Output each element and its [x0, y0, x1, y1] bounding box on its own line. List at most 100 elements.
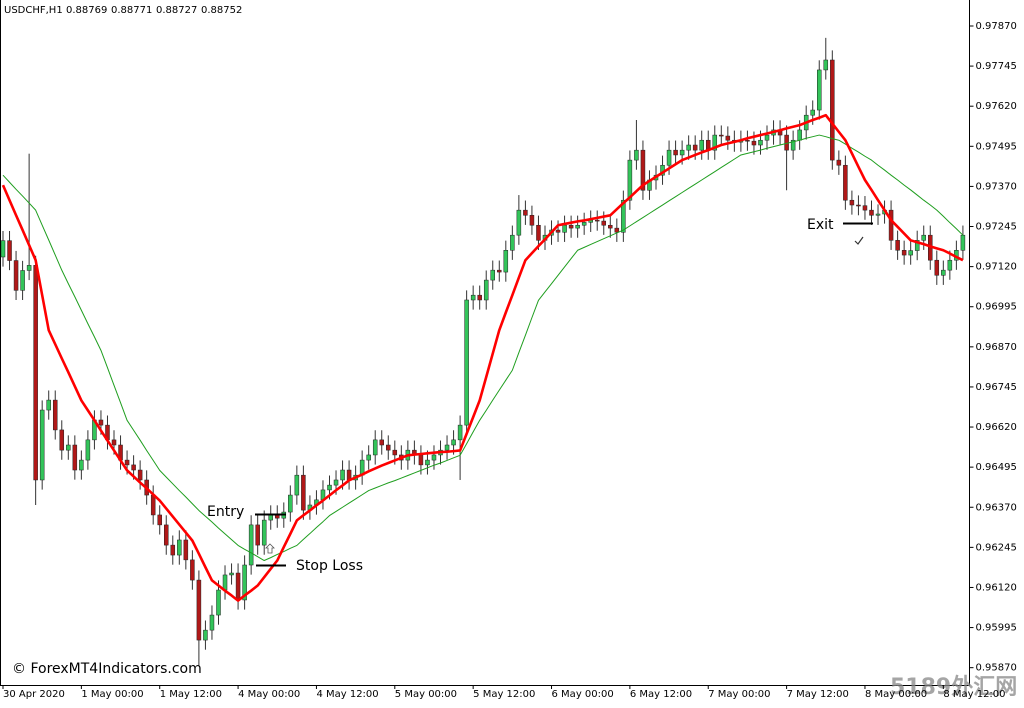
candle-body — [712, 134, 718, 151]
candle-body — [934, 259, 940, 276]
candle-body — [20, 270, 25, 291]
y-tick-label: 0.96370 — [976, 502, 1017, 513]
candle-body — [457, 424, 463, 441]
candle-body — [66, 444, 71, 451]
candle-body — [79, 459, 84, 471]
candle-body — [699, 139, 704, 151]
candle-body — [418, 454, 424, 466]
candle-body — [242, 564, 247, 601]
moving-average-line — [2, 134, 964, 562]
candle-body — [177, 539, 182, 556]
candle-body — [216, 589, 221, 616]
candle-body — [137, 469, 143, 481]
candle-body — [594, 219, 600, 222]
x-tick-label: 4 May 12:00 — [316, 689, 378, 700]
candle-body — [131, 464, 136, 471]
candle-body — [503, 250, 509, 273]
candle-body — [836, 159, 842, 166]
candle-body — [901, 250, 907, 256]
candle-body — [679, 149, 685, 156]
candle-body — [39, 409, 45, 481]
x-tick-label: 5 May 00:00 — [395, 689, 457, 700]
moving-average-line — [1, 113, 964, 602]
plot-area — [0, 37, 966, 666]
x-tick-label: 8 May 12:00 — [943, 689, 1005, 700]
candle-body — [372, 439, 378, 456]
candle-body — [124, 459, 130, 466]
header-value: 0.88769 — [66, 5, 107, 16]
candle-body — [862, 205, 868, 211]
candle-body — [627, 159, 633, 201]
candle-body — [477, 294, 482, 301]
candle-body — [719, 134, 724, 137]
candle-body — [921, 234, 926, 241]
candle-body — [261, 519, 267, 546]
candle-body — [725, 135, 731, 141]
candle-body — [222, 574, 228, 591]
candle-body — [183, 539, 189, 561]
candle-body — [562, 224, 567, 233]
candle-body — [764, 134, 770, 141]
candle-body — [888, 209, 894, 241]
candle-body — [601, 220, 607, 226]
candle-body — [568, 224, 574, 229]
candle-body — [386, 444, 391, 451]
candle-body — [7, 240, 12, 261]
x-tick-label: 1 May 12:00 — [160, 689, 222, 700]
candle-body — [941, 269, 946, 276]
candle-body — [196, 579, 202, 641]
candle-body — [581, 222, 587, 226]
candle-body — [575, 224, 580, 229]
candle-body — [464, 299, 469, 426]
candle-body — [529, 215, 535, 226]
y-tick-label: 0.97870 — [976, 21, 1017, 32]
candle-body — [614, 227, 620, 233]
candle-body — [203, 629, 208, 641]
buy-arrow-icon — [265, 543, 275, 554]
candle-body — [327, 484, 332, 491]
candle-body — [150, 494, 156, 516]
x-tick-label: 1 May 00:00 — [81, 689, 143, 700]
candle-body — [960, 234, 966, 251]
candle-body — [810, 109, 815, 116]
candle-body — [692, 144, 698, 151]
y-tick-label: 0.96495 — [976, 462, 1017, 473]
candle-body — [555, 229, 561, 233]
candle-body — [13, 260, 19, 291]
candle-body — [340, 469, 345, 481]
candle-body — [483, 279, 489, 301]
y-tick-label: 0.97495 — [976, 141, 1017, 152]
candle-body — [608, 224, 613, 229]
y-tick-label: 0.97245 — [976, 222, 1017, 233]
candle-body — [856, 204, 861, 207]
candle-body — [255, 524, 260, 546]
candle-body — [111, 439, 117, 446]
header-value: 0.88752 — [201, 5, 242, 16]
candle-body — [72, 444, 78, 471]
candle-body — [516, 209, 522, 236]
candle-body — [790, 139, 796, 151]
candle-body — [621, 199, 626, 233]
candle-body — [164, 524, 169, 546]
candle-body — [59, 429, 65, 451]
candle-body — [817, 69, 822, 111]
candle-body — [830, 59, 835, 161]
candle-body — [0, 240, 6, 258]
candle-body — [268, 514, 273, 521]
candle-body — [490, 269, 495, 281]
y-tick-label: 0.96120 — [976, 582, 1017, 593]
candle-body — [425, 459, 430, 466]
candle-body — [908, 250, 913, 256]
header-value: 0.88727 — [156, 5, 197, 16]
candle-body — [451, 439, 456, 446]
candle-body — [470, 294, 476, 301]
candle-body — [157, 514, 162, 526]
candle-body — [170, 544, 176, 556]
candle-body — [379, 439, 384, 446]
corner-watermark: 5189外汇网 — [890, 674, 1017, 700]
candle-body — [333, 479, 339, 486]
candle-body — [392, 449, 398, 456]
